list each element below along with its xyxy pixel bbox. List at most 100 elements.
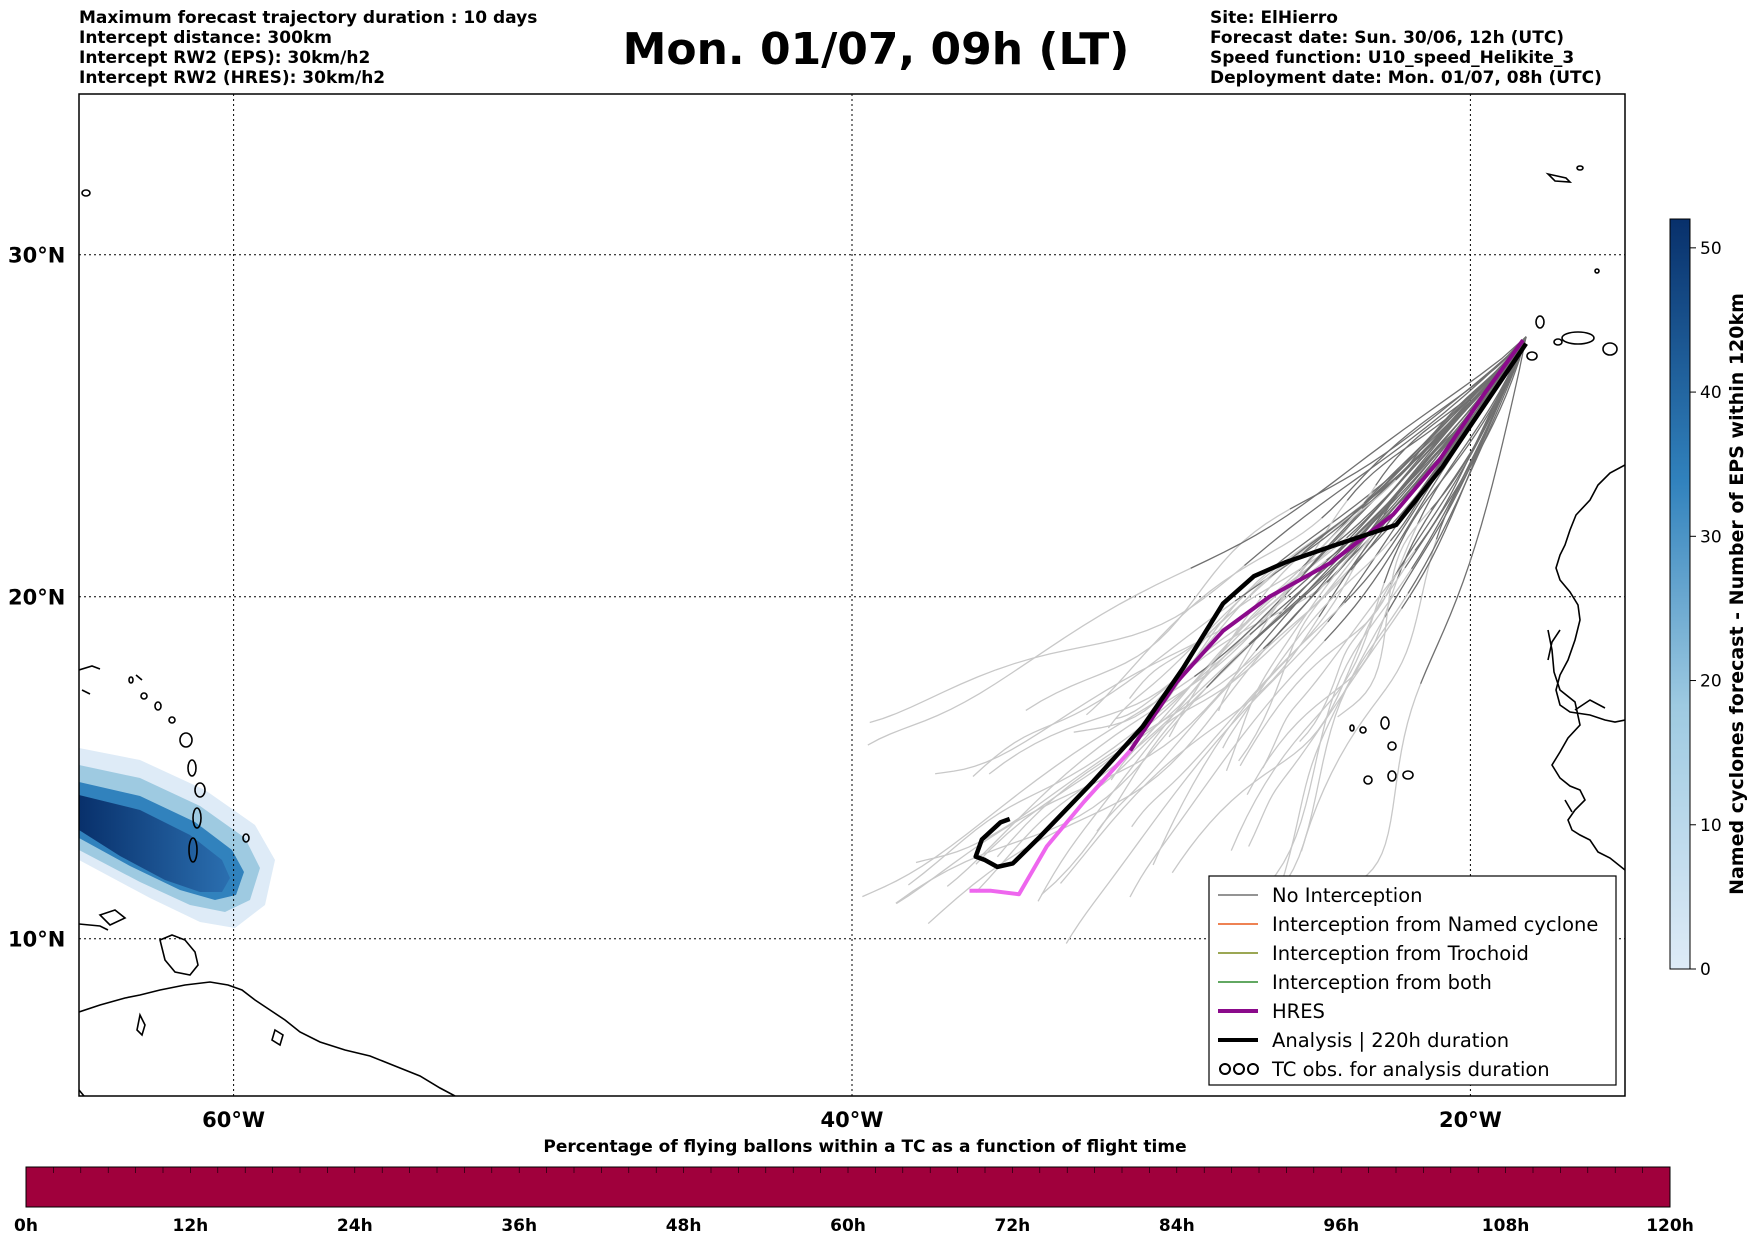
- eps-track-late: [1085, 517, 1323, 716]
- eps-track-late: [1040, 613, 1280, 896]
- eps-track-late: [895, 687, 1207, 904]
- eps-track-late: [1090, 564, 1355, 794]
- colorbar-tick-label: 20: [1700, 672, 1722, 692]
- lon-tick-label: 60°W: [202, 1108, 265, 1132]
- page-title: Mon. 01/07, 09h (LT): [622, 24, 1130, 75]
- tc-symbol-icon: [1233, 1063, 1245, 1075]
- eps-track-late: [1059, 616, 1320, 884]
- tc-symbol-icon: [1247, 1063, 1259, 1075]
- analysis-line: [973, 342, 1528, 870]
- eps-track-late: [1238, 568, 1413, 916]
- axis-labels: 60°W 40°W 20°W 10°N 20°N 30°N: [8, 244, 1502, 1132]
- eps-track-late: [1262, 549, 1416, 769]
- percentage-bar: Percentage of flying ballons within a TC…: [14, 1137, 1694, 1236]
- header-left-line: Intercept RW2 (HRES): 30km/h2: [79, 68, 386, 88]
- eps-track-late: [1025, 508, 1291, 712]
- lon-tick-label: 40°W: [821, 1108, 884, 1132]
- eps-track-late: [1222, 540, 1391, 749]
- header-left-line: Intercept distance: 300km: [79, 28, 332, 48]
- eps-track-late: [988, 558, 1291, 775]
- percentage-tick-label: 0h: [14, 1216, 38, 1236]
- colorbar-tick-label: 50: [1700, 239, 1722, 259]
- percentage-tick-label: 48h: [666, 1216, 702, 1236]
- colorbar-tick-label: 30: [1700, 527, 1722, 547]
- legend-label: Interception from Named cyclone: [1272, 913, 1598, 936]
- eps-track-late: [1337, 509, 1432, 718]
- eps-track-late: [907, 634, 1251, 886]
- lon-tick-label: 20°W: [1439, 1108, 1502, 1132]
- hres-trajectory: [969, 339, 1525, 897]
- colorbar-tick-label: 0: [1700, 960, 1711, 980]
- header-left-info: Maximum forecast trajectory duration : 1…: [79, 8, 537, 88]
- eps-track-late: [946, 572, 1305, 887]
- percentage-tick-label: 120h: [1646, 1216, 1694, 1236]
- header-left-line: Maximum forecast trajectory duration : 1…: [79, 8, 538, 28]
- eps-track-late: [1299, 567, 1406, 743]
- eps-track-early: [1249, 336, 1527, 636]
- percentage-tick-label: 60h: [830, 1216, 866, 1236]
- legend-label: Interception from both: [1272, 971, 1492, 994]
- eps-track-early: [1389, 336, 1527, 585]
- eps-track-early: [1326, 336, 1527, 561]
- eps-track-late: [1065, 621, 1329, 944]
- header-right-line: Site: ElHierro: [1210, 8, 1338, 28]
- legend-label: HRES: [1272, 1000, 1325, 1023]
- lat-tick-label: 10°N: [8, 928, 65, 952]
- eps-track-late: [1238, 519, 1385, 762]
- eps-track-late: [862, 676, 1195, 898]
- percentage-tick-label: 12h: [173, 1216, 209, 1236]
- map-frame: [78, 93, 1626, 1097]
- eps-track-late: [1131, 602, 1346, 828]
- cyclone-density-area: [79, 748, 275, 928]
- eps-track-early: [1346, 336, 1527, 501]
- header-right-line: Deployment date: Mon. 01/07, 08h (UTC): [1210, 68, 1602, 88]
- eps-track-late: [1246, 578, 1398, 796]
- percentage-tick-label: 72h: [995, 1216, 1031, 1236]
- eps-track-late: [1037, 595, 1289, 902]
- cyclone-colorbar: 0 10 20 30 40 50 Named cyclones forecast - Nu…: [1669, 218, 1748, 980]
- eps-track-early: [1420, 336, 1527, 685]
- analysis-trajectory: [973, 342, 1528, 870]
- eps-track-early: [1244, 336, 1527, 566]
- colorbar-gradient: [1669, 218, 1691, 970]
- header-right-line: Speed function: U10_speed_Helikite_3: [1210, 48, 1575, 68]
- percentage-tick-label: 108h: [1482, 1216, 1530, 1236]
- header-right-line: Forecast date: Sun. 30/06, 12h (UTC): [1210, 28, 1565, 48]
- lat-tick-label: 20°N: [8, 586, 65, 610]
- eps-track-early: [1430, 336, 1527, 511]
- hres-line-late: [969, 749, 1132, 897]
- eps-track-early: [1395, 336, 1527, 481]
- eps-track-late: [972, 600, 1236, 777]
- eps-track-late: [1129, 640, 1326, 898]
- eps-trajectories: [862, 336, 1527, 944]
- eps-track-early: [1193, 336, 1527, 678]
- eps-track-late: [1107, 502, 1365, 729]
- legend-label: TC obs. for analysis duration: [1271, 1058, 1550, 1081]
- colorbar-tick-label: 10: [1700, 816, 1722, 836]
- legend-label: Analysis | 220h duration: [1272, 1029, 1509, 1052]
- eps-track-late: [1225, 538, 1366, 772]
- eps-track-late: [1171, 583, 1391, 874]
- percentage-tick-label: 24h: [337, 1216, 373, 1236]
- coastlines: [79, 165, 1625, 1096]
- legend: No Interception Interception from Named c…: [1208, 875, 1617, 1086]
- header-left-line: Intercept RW2 (EPS): 30km/h2: [79, 48, 371, 68]
- legend-box: [1208, 875, 1617, 1086]
- eps-track-early: [1289, 336, 1527, 510]
- eps-track-late: [915, 648, 1264, 864]
- tc-symbol-icon: [1219, 1063, 1231, 1075]
- header-right-info: Site: ElHierro Forecast date: Sun. 30/06…: [1210, 8, 1602, 88]
- eps-track-late: [1300, 539, 1438, 852]
- percentage-bar-title: Percentage of flying ballons within a TC…: [543, 1137, 1186, 1157]
- eps-track-early: [1404, 336, 1527, 569]
- legend-label: No Interception: [1272, 884, 1423, 907]
- colorbar-tick-label: 40: [1700, 383, 1722, 403]
- eps-track-early: [1190, 336, 1527, 569]
- eps-track-late: [927, 645, 1268, 925]
- lat-tick-label: 30°N: [8, 244, 65, 268]
- percentage-tick-label: 96h: [1323, 1216, 1359, 1236]
- colorbar-label: Named cyclones forecast - Number of EPS …: [1726, 293, 1748, 895]
- percentage-tick-label: 36h: [501, 1216, 537, 1236]
- hres-line: [1128, 339, 1525, 752]
- eps-track-late: [869, 564, 1245, 724]
